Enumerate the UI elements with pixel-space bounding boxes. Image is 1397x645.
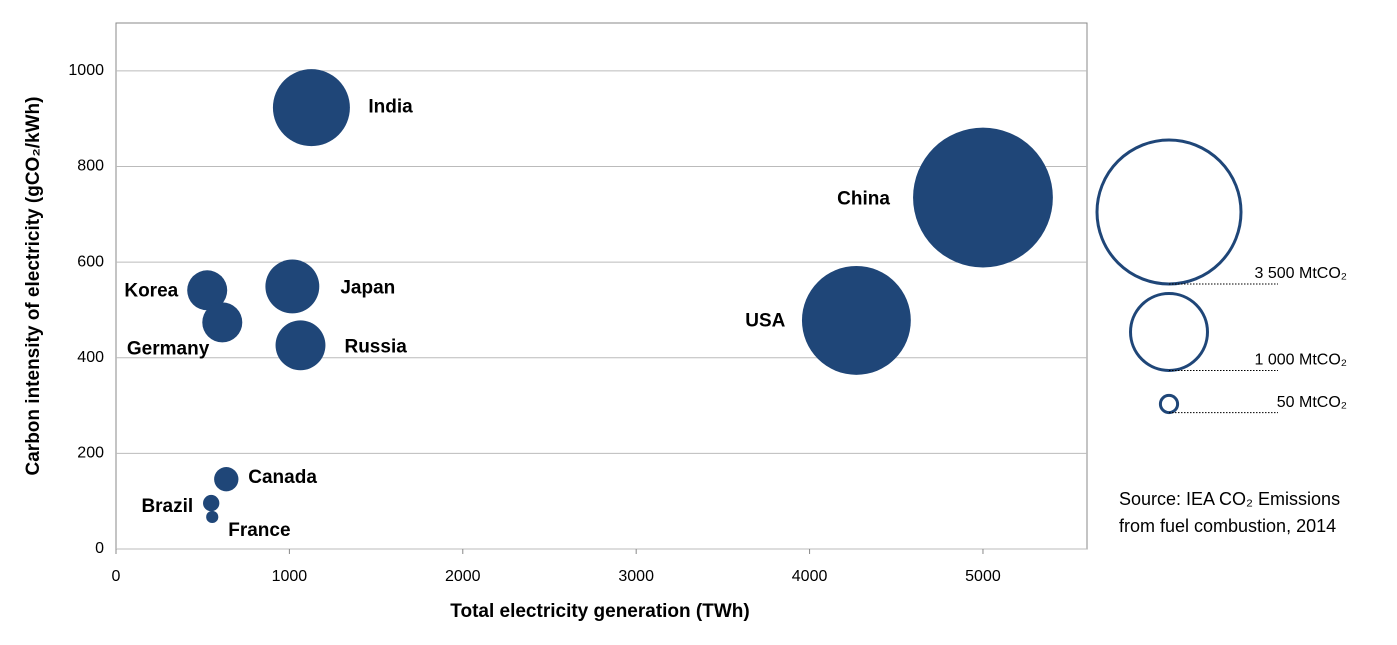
point-label: USA [745,310,785,331]
bubble [206,510,219,524]
y-tick-label: 400 [77,349,104,366]
bubble [275,320,326,371]
point-label: China [837,189,890,210]
size-legend-circle [1129,292,1209,372]
x-tick-label: 2000 [445,568,481,585]
x-tick-label: 3000 [618,568,654,585]
y-tick-label: 0 [95,540,104,557]
source-line: Source: IEA CO₂ Emissions [1119,489,1340,509]
point-label: France [228,520,290,541]
point-label: Canada [248,467,317,488]
bubble [801,266,911,375]
point-label: Russia [344,336,407,357]
x-axis-title: Total electricity generation (TWh) [450,601,749,622]
point-label: Japan [340,277,395,298]
y-tick-label: 600 [77,253,104,270]
point-label: India [368,97,413,118]
y-tick-label: 200 [77,445,104,462]
size-legend-label: 50 MtCO₂ [1277,394,1347,411]
size-legend-circle [1095,138,1243,286]
y-axis-title: Carbon intensity of electricity (gCO₂/kW… [23,97,44,476]
x-tick-label: 4000 [792,568,828,585]
point-label: Germany [127,338,210,359]
x-tick-label: 0 [112,568,121,585]
bubble [265,259,320,314]
y-tick-label: 1000 [68,62,104,79]
bubble [187,270,228,311]
bubble [214,467,239,492]
x-tick-label: 1000 [272,568,308,585]
bubble [272,69,350,147]
source-line: from fuel combustion, 2014 [1119,516,1336,536]
size-legend-label: 1 000 MtCO₂ [1255,352,1347,369]
bubble [913,127,1053,268]
x-tick-label: 5000 [965,568,1001,585]
size-legend-label: 3 500 MtCO₂ [1255,265,1347,282]
point-label: Korea [124,280,178,301]
size-legend-circle [1158,393,1180,415]
point-label: Brazil [141,496,193,517]
bubble [202,302,243,343]
bubble [203,494,220,512]
y-tick-label: 800 [77,158,104,175]
